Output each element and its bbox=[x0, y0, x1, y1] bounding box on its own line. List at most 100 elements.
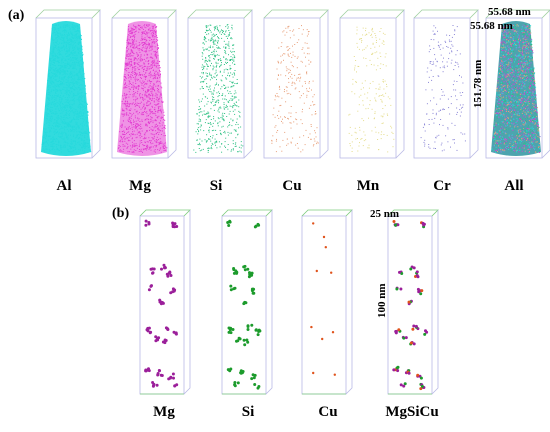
bounding-box-side bbox=[469, 10, 479, 159]
cluster-atom bbox=[144, 369, 148, 373]
bounding-box-top bbox=[221, 209, 273, 217]
cluster-atom bbox=[147, 221, 151, 224]
cluster-atom bbox=[166, 274, 170, 278]
bounding-box-side bbox=[183, 210, 191, 395]
cluster-atom bbox=[412, 324, 416, 328]
cluster-atom bbox=[172, 376, 175, 380]
tip-al bbox=[35, 9, 101, 159]
cluster-atom bbox=[173, 384, 177, 388]
cluster-atom bbox=[242, 338, 246, 342]
cluster-atom bbox=[233, 384, 237, 388]
cluster-label-si: Si bbox=[241, 404, 255, 420]
cluster-atom bbox=[420, 289, 424, 293]
cluster-atom bbox=[331, 331, 335, 334]
cluster-atom bbox=[252, 291, 256, 295]
height-scale-label: 100 nm bbox=[376, 283, 388, 318]
cluster-atom bbox=[256, 222, 260, 226]
cluster-atom bbox=[151, 381, 155, 384]
cluster-atom bbox=[155, 383, 159, 387]
bounding-box-top bbox=[111, 9, 177, 19]
cluster-atom bbox=[415, 274, 419, 278]
cluster-atom bbox=[231, 328, 235, 331]
cluster-atom bbox=[247, 275, 251, 279]
cluster-box-mg bbox=[139, 209, 191, 395]
cluster-atom bbox=[152, 383, 156, 387]
bounding-box-side bbox=[265, 210, 273, 395]
bounding-box-side bbox=[541, 10, 550, 159]
cluster-atom bbox=[396, 369, 400, 373]
panel-a-label: (a) bbox=[8, 8, 25, 23]
cluster-atom bbox=[392, 220, 396, 223]
cluster-atom bbox=[144, 219, 148, 223]
tip-cr bbox=[413, 9, 479, 159]
cluster-atom bbox=[417, 290, 421, 294]
cluster-atom bbox=[243, 343, 247, 347]
cluster-atom bbox=[147, 288, 151, 292]
cluster-atom bbox=[397, 328, 401, 332]
cluster-atom bbox=[256, 386, 260, 390]
cluster-atom bbox=[420, 384, 424, 388]
cluster-atom bbox=[252, 376, 256, 380]
cluster-atom bbox=[394, 329, 398, 333]
cluster-box-mgsicu bbox=[387, 209, 439, 395]
cluster-atom bbox=[243, 264, 247, 268]
element-label-al: Al bbox=[56, 178, 72, 194]
tip-mg bbox=[111, 9, 177, 159]
cluster-box-cu bbox=[301, 209, 353, 395]
cluster-atom bbox=[160, 267, 163, 271]
cluster-atom bbox=[407, 300, 411, 304]
cluster-atom bbox=[246, 267, 250, 271]
cluster-atom bbox=[322, 235, 326, 239]
cluster-atom bbox=[169, 274, 173, 277]
panel-b-label: (b) bbox=[112, 206, 130, 221]
cluster-atom bbox=[254, 328, 258, 332]
cluster-atom bbox=[258, 329, 262, 333]
cluster-atom bbox=[241, 370, 245, 373]
cluster-atom bbox=[423, 332, 427, 336]
cluster-atom bbox=[419, 292, 423, 296]
cluster-atom bbox=[246, 328, 250, 331]
cluster-atom bbox=[409, 341, 413, 345]
cluster-atom bbox=[242, 302, 246, 306]
bounding-box-front bbox=[187, 17, 245, 159]
cluster-atom bbox=[149, 284, 153, 288]
bounding-box-front bbox=[301, 215, 347, 395]
tip-fill bbox=[41, 21, 91, 156]
cluster-atom bbox=[147, 367, 150, 371]
element-label-mn: Mn bbox=[356, 178, 380, 194]
cluster-atom bbox=[402, 384, 406, 388]
cluster-atom bbox=[151, 271, 155, 275]
cluster-atom bbox=[232, 267, 236, 270]
cluster-atom bbox=[163, 338, 167, 342]
cluster-atom bbox=[229, 284, 233, 288]
element-label-mg: Mg bbox=[129, 178, 151, 194]
cluster-atom bbox=[253, 373, 257, 377]
width-scale-label: 25 nm bbox=[370, 208, 400, 220]
cluster-atom bbox=[394, 223, 397, 227]
cluster-atom bbox=[248, 271, 251, 275]
cluster-atom bbox=[235, 339, 238, 343]
cluster-atom bbox=[171, 225, 175, 229]
cluster-atom bbox=[246, 324, 250, 328]
cluster-atom bbox=[310, 325, 313, 329]
cluster-label-mg: Mg bbox=[153, 404, 175, 420]
cluster-atom bbox=[172, 289, 176, 293]
bounding-box-front bbox=[111, 17, 169, 159]
cluster-atom bbox=[229, 288, 233, 292]
cluster-atom bbox=[399, 287, 403, 291]
bounding-box-side bbox=[319, 10, 329, 159]
cluster-atom bbox=[312, 222, 315, 225]
cluster-atom bbox=[250, 323, 254, 327]
cluster-atom bbox=[227, 224, 231, 227]
cluster-atom bbox=[250, 377, 254, 381]
cluster-atom bbox=[409, 267, 413, 271]
cluster-atom bbox=[412, 342, 416, 346]
cluster-atom bbox=[416, 373, 420, 377]
cluster-atom bbox=[407, 371, 411, 375]
cluster-atom bbox=[253, 225, 257, 229]
cluster-atom bbox=[315, 269, 318, 273]
cluster-atom bbox=[256, 333, 260, 337]
cluster-atom bbox=[157, 369, 161, 372]
cluster-atom bbox=[228, 328, 232, 332]
